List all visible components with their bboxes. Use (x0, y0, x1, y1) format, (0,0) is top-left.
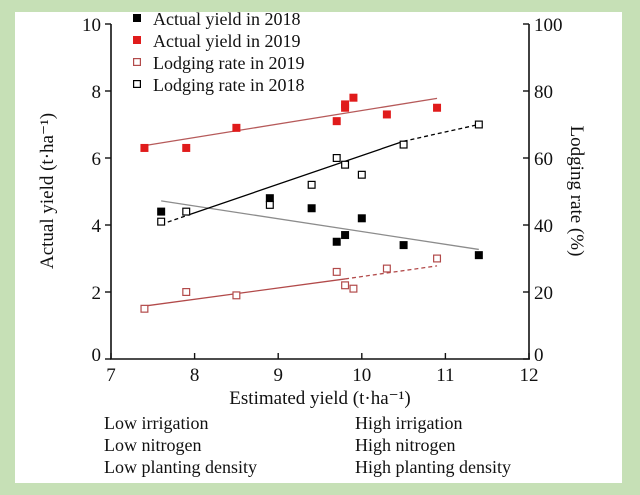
data-point (399, 140, 408, 149)
y-tick-label: 6 (92, 149, 102, 170)
trend-lines (144, 97, 479, 307)
figure-panel (15, 12, 622, 483)
y2-tick-label: 60 (534, 149, 553, 170)
y2-tick-label: 100 (534, 15, 563, 36)
y-tick-label: 2 (92, 283, 102, 304)
low-conditions: Low irrigation Low nitrogen Low planting… (104, 412, 257, 478)
data-point (307, 180, 316, 189)
data-point (182, 288, 191, 297)
data-point (349, 284, 358, 293)
data-point (357, 214, 366, 223)
data-point (433, 254, 442, 263)
data-points (140, 93, 483, 313)
data-point (332, 154, 341, 163)
high-condition-label: High irrigation (355, 413, 463, 433)
data-point (382, 110, 391, 119)
x-tick-label: 12 (520, 365, 539, 386)
trend-line-3 (344, 265, 438, 280)
x-tick-label: 7 (106, 365, 116, 386)
x-tick-label: 11 (436, 365, 454, 386)
y2-tick-label: 20 (534, 283, 553, 304)
data-point (357, 170, 366, 179)
data-point (341, 281, 350, 290)
y2-tick-label: 0 (534, 345, 544, 366)
low-condition-label: Low nitrogen (104, 435, 202, 455)
data-point (474, 251, 483, 260)
y2-axis-title: Lodging rate (%) (566, 126, 587, 257)
legend-marker (133, 79, 142, 88)
legend-label: Lodging rate in 2019 (153, 53, 304, 73)
data-point (349, 93, 358, 102)
trend-line-2 (144, 97, 438, 147)
data-point (232, 291, 241, 300)
data-point (232, 123, 241, 132)
data-point (332, 237, 341, 246)
legend-label: Actual yield in 2019 (153, 31, 300, 51)
y-tick-label: 4 (92, 216, 102, 237)
trend-line-1 (161, 200, 479, 251)
legend-marker (133, 14, 141, 22)
y2-tick-label: 80 (534, 82, 553, 103)
legend-marker (133, 57, 142, 66)
trend-line-4 (403, 123, 479, 142)
low-condition-label: Low planting density (104, 457, 257, 477)
data-point (140, 304, 149, 313)
data-point (307, 204, 316, 213)
data-point (433, 103, 442, 112)
x-axis-title: Estimated yield (t·ha⁻¹) (229, 388, 410, 409)
data-point (157, 217, 166, 226)
data-point (182, 207, 191, 216)
trend-line-3 (144, 278, 346, 307)
data-point (341, 231, 350, 240)
y-tick-label: 10 (82, 15, 101, 36)
data-point (341, 100, 350, 109)
data-point (182, 143, 191, 152)
data-point (474, 120, 483, 129)
legend-label: Lodging rate in 2018 (153, 75, 304, 95)
data-point (399, 241, 408, 250)
data-point (382, 264, 391, 273)
data-point (341, 160, 350, 169)
data-point (332, 267, 341, 276)
y-tick-label: 0 (92, 345, 102, 366)
data-point (157, 207, 166, 216)
high-conditions: High irrigation High nitrogen High plant… (355, 412, 511, 478)
y2-tick-label: 40 (534, 216, 553, 237)
trend-line-4 (160, 213, 191, 225)
x-tick-label: 10 (352, 365, 371, 386)
axes (110, 24, 530, 360)
legend-marker (133, 36, 141, 44)
data-point (332, 117, 341, 126)
data-point (140, 143, 149, 152)
y-axis-title: Actual yield (t·ha⁻¹) (37, 113, 58, 269)
data-point (265, 194, 274, 203)
data-point (265, 200, 274, 209)
x-tick-label: 9 (273, 365, 283, 386)
y-tick-label: 8 (92, 82, 102, 103)
low-condition-label: Low irrigation (104, 413, 209, 433)
high-condition-label: High nitrogen (355, 435, 456, 455)
high-condition-label: High planting density (355, 457, 511, 477)
legend-label: Actual yield in 2018 (153, 9, 300, 29)
trend-line-4 (190, 140, 404, 215)
x-tick-label: 8 (190, 365, 200, 386)
